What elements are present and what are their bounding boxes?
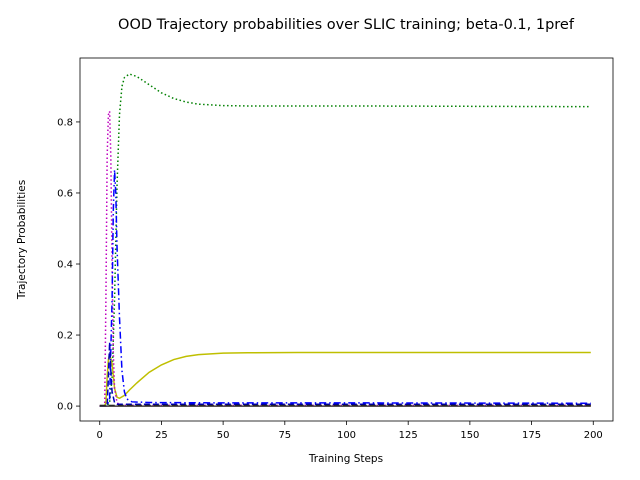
series-line-3 — [99, 111, 591, 407]
x-tick-label: 50 — [217, 430, 230, 441]
x-tick-label: 25 — [155, 430, 168, 441]
y-tick-label: 0.4 — [57, 260, 73, 271]
series-line-4 — [99, 169, 591, 407]
series-line-1 — [99, 73, 591, 407]
x-tick-label: 125 — [399, 430, 418, 441]
y-tick-label: 0.2 — [57, 331, 73, 342]
x-tick-label: 0 — [97, 430, 103, 441]
y-axis-ticks: 0.0 0.2 0.4 0.6 0.8 — [57, 117, 80, 413]
x-tick-label: 100 — [337, 430, 356, 441]
x-tick-label: 200 — [584, 430, 603, 441]
y-tick-label: 0.8 — [57, 117, 73, 128]
y-tick-label: 0.0 — [57, 402, 73, 413]
x-axis-ticks: 0 25 50 75 100 125 150 175 200 — [97, 421, 603, 441]
y-axis-label: Trajectory Probabilities — [16, 180, 28, 300]
series-line-5 — [99, 342, 591, 407]
chart-title: OOD Trajectory probabilities over SLIC t… — [118, 17, 575, 33]
series-layer — [99, 73, 591, 407]
x-tick-label: 150 — [460, 430, 479, 441]
x-tick-label: 175 — [522, 430, 541, 441]
y-tick-label: 0.6 — [57, 188, 73, 199]
x-tick-label: 75 — [278, 430, 291, 441]
x-axis-label: Training Steps — [308, 453, 383, 465]
series-line-2 — [99, 351, 591, 407]
